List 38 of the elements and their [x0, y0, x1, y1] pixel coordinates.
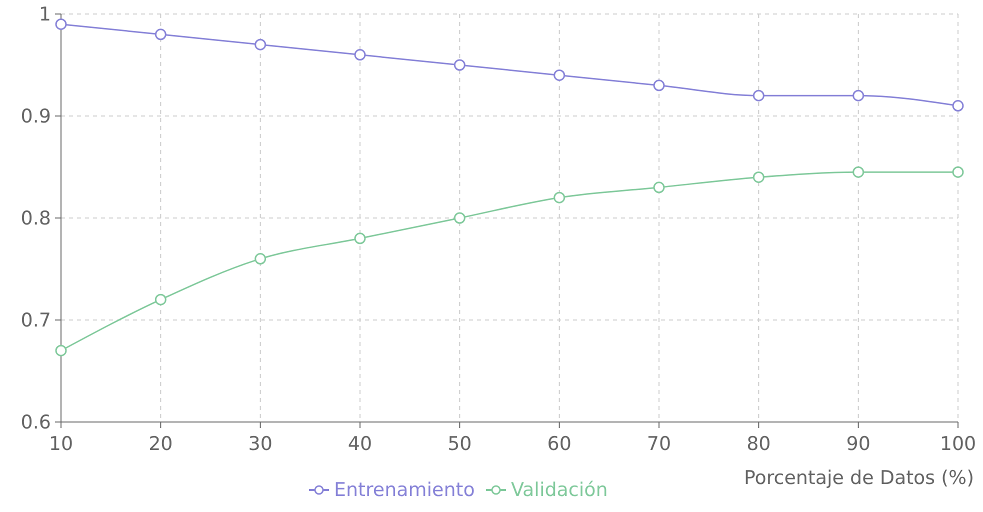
x-tick-label: 70	[646, 433, 672, 455]
point	[752, 171, 764, 183]
legend-label: Validación	[511, 479, 608, 501]
point	[154, 28, 166, 40]
y-tick-label: 0.8	[20, 208, 51, 230]
y-tick-label: 0.7	[20, 310, 51, 332]
x-tick-label: 20	[148, 433, 173, 455]
x-tick-label: 100	[940, 433, 976, 455]
point	[254, 38, 266, 50]
y-tick-label: 0.6	[20, 412, 51, 434]
point	[354, 232, 366, 244]
point	[55, 18, 67, 30]
x-tick-label: 50	[448, 433, 472, 455]
x-tick-label: 90	[846, 433, 870, 455]
x-tick-label: 10	[48, 433, 74, 455]
x-tick-label: 60	[547, 433, 572, 455]
legend-label: Entrenamiento	[334, 479, 475, 501]
point	[154, 294, 166, 306]
y-tick-label: 1	[38, 4, 51, 26]
point	[852, 166, 864, 178]
point	[852, 90, 864, 102]
x-tick-label: 40	[348, 433, 372, 455]
point	[254, 253, 266, 265]
point	[354, 49, 366, 61]
point	[554, 192, 566, 204]
x-tick-label: 30	[248, 433, 272, 455]
point	[554, 69, 566, 81]
point	[454, 59, 466, 71]
x-axis-title: Porcentaje de Datos (%)	[744, 467, 974, 489]
point	[55, 344, 67, 356]
point	[752, 90, 764, 102]
point	[952, 166, 964, 178]
point	[653, 182, 665, 194]
point	[454, 212, 466, 224]
point	[952, 100, 964, 112]
y-tick-label: 0.9	[20, 106, 51, 128]
x-tick-label: 80	[746, 433, 771, 455]
point	[653, 80, 665, 92]
